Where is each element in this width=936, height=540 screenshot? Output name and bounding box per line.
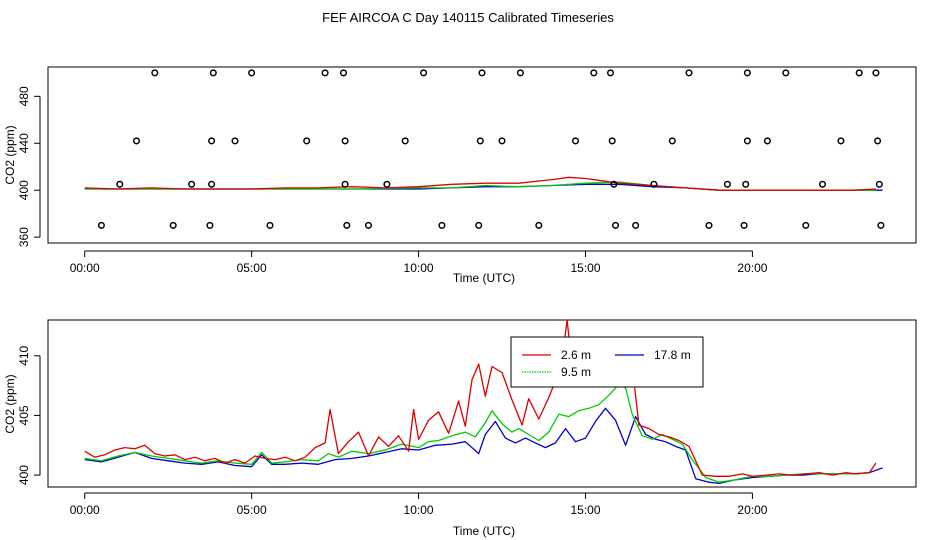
bottom-y-tick-label: 400 xyxy=(17,465,31,485)
top-calibration-point xyxy=(248,69,256,77)
bottom-x-tick-label: 15:00 xyxy=(570,503,600,517)
top-x-tick-label: 00:00 xyxy=(70,261,100,275)
top-calibration-point xyxy=(874,137,882,145)
top-calibration-point xyxy=(743,137,751,145)
top-calibration-point xyxy=(498,137,506,145)
figure-title: FEF AIRCOA C Day 140115 Calibrated Times… xyxy=(322,10,614,25)
bottom-x-tick-label: 00:00 xyxy=(70,503,100,517)
top-calibration-point xyxy=(420,69,428,77)
top-y-tick-label: 400 xyxy=(17,180,31,200)
top-series-line-2-6-m xyxy=(84,176,876,191)
top-calibration-point xyxy=(763,137,771,145)
top-calibration-point xyxy=(341,137,349,145)
legend-label-2-6m: 2.6 m xyxy=(561,348,591,362)
top-calibration-point xyxy=(650,180,658,188)
top-calibration-point xyxy=(343,221,351,229)
top-calibration-point xyxy=(438,221,446,229)
top-calibration-point xyxy=(782,69,790,77)
top-calibration-point xyxy=(855,69,863,77)
bottom-series-line-2-6-m xyxy=(84,319,877,477)
top-calibration-point xyxy=(611,221,620,229)
top-calibration-point xyxy=(590,69,598,77)
top-calibration-point xyxy=(383,180,391,188)
top-calibration-point xyxy=(610,180,618,188)
top-calibration-point xyxy=(668,137,676,145)
top-calibration-point xyxy=(188,180,196,188)
top-y-axis-label: CO2 (ppm) xyxy=(3,125,17,184)
bottom-y-axis: 400 405 410 xyxy=(17,345,41,485)
legend-label-9-5m: 9.5 m xyxy=(561,365,591,379)
top-x-tick-label: 05:00 xyxy=(237,261,267,275)
top-calibration-point xyxy=(475,221,483,229)
top-x-tick-label: 15:00 xyxy=(570,261,600,275)
top-panel: 00:00 05:00 10:00 15:00 20:00 360 400 440 480 T… xyxy=(3,66,917,285)
bottom-x-tick-label: 20:00 xyxy=(737,503,767,517)
top-calibration-point xyxy=(705,221,713,229)
bottom-y-tick-label: 410 xyxy=(17,345,31,365)
top-series-lines xyxy=(84,176,883,191)
top-y-tick-label: 360 xyxy=(17,227,31,247)
bottom-x-tick-label: 05:00 xyxy=(237,503,267,517)
top-x-axis-label: Time (UTC) xyxy=(453,271,515,285)
top-x-tick-label: 20:00 xyxy=(737,261,767,275)
top-calibration-point xyxy=(132,137,141,145)
bottom-panel: 00:00 05:00 10:00 15:00 20:00 400 405 410 Time… xyxy=(3,319,917,538)
bottom-x-axis-label: Time (UTC) xyxy=(453,524,515,538)
top-calibration-point xyxy=(571,137,580,145)
top-calibration-point xyxy=(476,137,484,145)
top-y-tick-label: 440 xyxy=(17,133,31,153)
top-calibration-point xyxy=(875,180,883,188)
top-calibration-point xyxy=(723,180,731,188)
bottom-series-line-9-5-m xyxy=(84,383,870,483)
top-calibration-point xyxy=(206,221,214,229)
top-calibration-point xyxy=(877,221,885,229)
top-calibration-point xyxy=(341,180,349,188)
top-calibration-point xyxy=(208,137,216,145)
top-y-tick-label: 480 xyxy=(17,86,31,106)
top-calibration-point xyxy=(151,69,159,77)
top-y-axis: 360 400 440 480 xyxy=(17,86,41,247)
top-x-axis: 00:00 05:00 10:00 15:00 20:00 xyxy=(70,250,768,275)
top-calibration-point xyxy=(872,69,880,77)
top-calibration-point xyxy=(535,221,543,229)
bottom-plot-frame xyxy=(47,319,917,488)
top-calibration-point xyxy=(401,137,409,145)
top-calibration-point xyxy=(303,137,311,145)
top-calibration-point xyxy=(685,69,693,77)
top-calibration-point xyxy=(516,69,524,77)
top-calibration-point xyxy=(743,69,751,77)
top-calibration-point xyxy=(169,221,177,229)
top-calibration-point xyxy=(97,221,105,229)
top-calibration-point xyxy=(606,69,615,77)
top-calibration-point xyxy=(608,137,616,145)
top-calibration-point xyxy=(266,221,274,229)
bottom-y-axis-label: CO2 (ppm) xyxy=(3,374,17,433)
bottom-y-tick-label: 405 xyxy=(17,405,31,425)
top-calibration-point xyxy=(116,180,124,188)
bottom-x-axis: 00:00 05:00 10:00 15:00 20:00 xyxy=(70,492,768,517)
top-plot-frame xyxy=(47,66,917,244)
bottom-series-lines xyxy=(84,319,883,485)
top-calibration-point xyxy=(478,69,486,77)
top-x-tick-label: 10:00 xyxy=(404,261,434,275)
top-calibration-point xyxy=(364,221,373,229)
top-calibration-point xyxy=(818,180,827,188)
top-calibration-point xyxy=(231,137,239,145)
bottom-x-tick-label: 10:00 xyxy=(404,503,434,517)
legend-label-17-8m: 17.8 m xyxy=(654,348,691,362)
top-calibration-point xyxy=(321,69,329,77)
top-calibration-point xyxy=(208,180,216,188)
legend-box xyxy=(510,336,704,388)
top-calibration-point xyxy=(740,221,748,229)
top-calibration-points xyxy=(97,69,885,229)
bottom-series-line-17-8-m xyxy=(84,407,883,485)
top-calibration-point xyxy=(339,69,348,77)
top-calibration-point xyxy=(837,137,845,145)
top-calibration-point xyxy=(742,180,750,188)
legend: 2.6 m 17.8 m 9.5 m xyxy=(510,336,704,388)
top-calibration-point xyxy=(632,221,640,229)
top-calibration-point xyxy=(802,221,810,229)
top-calibration-point xyxy=(209,69,217,77)
